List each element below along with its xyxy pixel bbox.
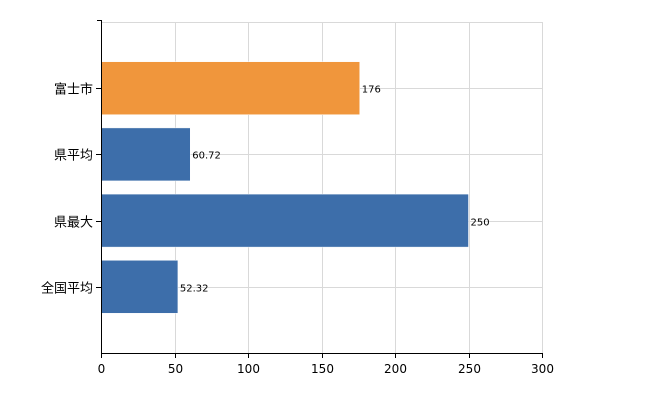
x-tick-label: 300 bbox=[531, 362, 554, 376]
x-tick-label: 100 bbox=[237, 362, 260, 376]
x-tick-label: 150 bbox=[311, 362, 334, 376]
bar bbox=[100, 260, 179, 314]
x-tick-label: 250 bbox=[458, 362, 481, 376]
bar bbox=[100, 193, 469, 248]
bars bbox=[100, 61, 469, 314]
y-tick-label: 富士市 bbox=[54, 82, 93, 98]
x-tick-label: 0 bbox=[98, 362, 106, 376]
y-tick-label: 全国平均 bbox=[41, 281, 93, 297]
axes bbox=[96, 20, 543, 358]
y-tick-label: 県平均 bbox=[54, 149, 93, 164]
data-label: 60.72 bbox=[192, 151, 221, 162]
data-label: 250 bbox=[471, 218, 490, 229]
data-label: 52.32 bbox=[180, 284, 209, 295]
labels: 0 50 100 150 200 250 300 富士市 176 県平均 60.72 県最大 250 全国… bbox=[41, 82, 554, 377]
bar bbox=[100, 127, 191, 182]
bar bbox=[100, 61, 360, 115]
x-tick-label: 200 bbox=[384, 362, 407, 376]
data-label: 176 bbox=[362, 85, 381, 96]
y-tick-label: 県最大 bbox=[54, 216, 93, 231]
x-tick-label: 50 bbox=[168, 362, 183, 376]
